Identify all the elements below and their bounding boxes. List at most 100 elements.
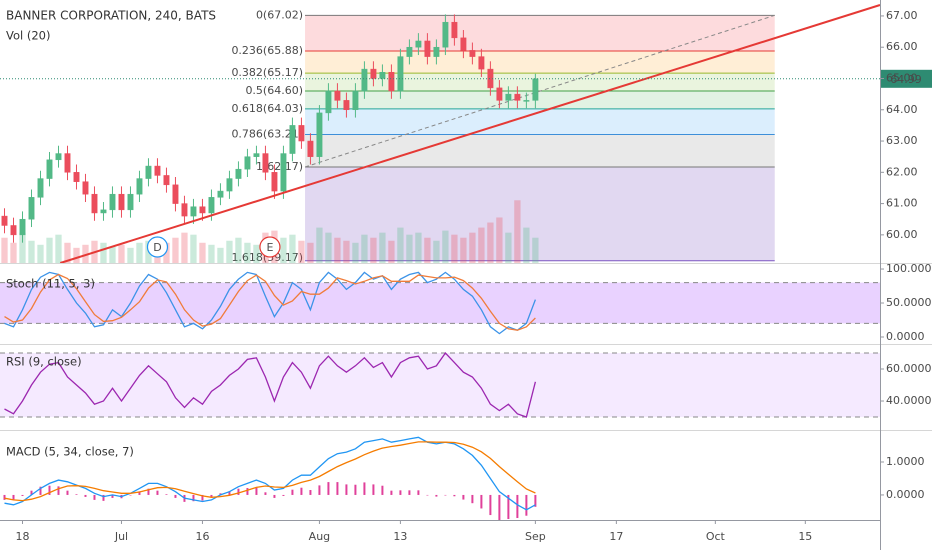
indicator-line	[4, 271, 537, 335]
histogram-bar	[273, 494, 276, 498]
y-tick-label: 63.00	[886, 134, 918, 147]
indicator-line	[4, 273, 536, 331]
histogram-bar	[84, 494, 87, 497]
candle-body	[316, 112, 323, 157]
candle-body	[334, 90, 341, 101]
volume-bar	[10, 242, 17, 263]
x-tick-label: Aug	[309, 530, 330, 543]
candle-body	[1, 215, 8, 226]
y-tick-label: 50.0000	[886, 296, 932, 309]
candle-body	[253, 153, 260, 157]
volume-bar	[100, 242, 107, 263]
histogram-bar	[291, 489, 294, 495]
x-tick-label: 18	[15, 530, 29, 543]
fib-label: 0.236(65.88)	[231, 44, 303, 57]
histogram-bar	[147, 488, 150, 495]
candle-body	[379, 71, 386, 79]
candle-body	[64, 153, 71, 173]
candle-body	[145, 165, 152, 179]
candle-body	[100, 209, 107, 214]
histogram-bar	[210, 494, 213, 498]
histogram-bar	[3, 494, 6, 500]
histogram-bar	[525, 494, 528, 516]
fib-band	[305, 91, 775, 109]
y-tick-label: 61.00	[886, 197, 918, 210]
histogram-bar	[534, 494, 537, 507]
fib-label: 0.786(63.21)	[231, 127, 303, 140]
candle-body	[325, 90, 332, 114]
fib-label: 0.382(65.17)	[231, 66, 303, 79]
volume-bar	[433, 240, 440, 263]
candle-body	[163, 175, 170, 186]
event-marker	[259, 236, 281, 258]
x-tick-label: 15	[798, 530, 812, 543]
histogram-bar	[228, 491, 231, 495]
candle-body	[280, 153, 287, 192]
histogram-bar	[363, 482, 366, 495]
volume-bar	[424, 237, 431, 263]
histogram-bar	[39, 486, 42, 495]
histogram-bar	[111, 494, 114, 498]
candle-body	[28, 197, 35, 220]
volume-bar	[208, 244, 215, 263]
pane-title: MACD (5, 34, close, 7)	[6, 445, 134, 459]
candle-body	[496, 87, 503, 101]
histogram-bar	[453, 494, 456, 497]
histogram-bar	[219, 493, 222, 495]
candle-body	[451, 21, 458, 39]
volume-bar	[55, 234, 62, 263]
histogram-bar	[516, 494, 519, 519]
histogram-bar	[435, 494, 438, 497]
x-tick-label: 16	[195, 530, 209, 543]
volume-bar	[406, 234, 413, 263]
histogram-bar	[255, 487, 258, 495]
x-tick-label: 17	[609, 530, 623, 543]
candle-body	[343, 100, 350, 111]
candle-body	[235, 168, 242, 179]
volume-bar	[487, 222, 494, 263]
volume-bar	[361, 234, 368, 263]
candle-body	[154, 165, 161, 176]
volume-bar	[163, 242, 170, 263]
histogram-bar	[237, 488, 240, 495]
volume-bar	[388, 240, 395, 263]
volume-bar	[19, 232, 26, 263]
volume-bar	[64, 242, 71, 263]
fib-band	[305, 15, 775, 51]
fib-band	[305, 134, 775, 167]
candle-body	[55, 153, 62, 161]
fib-label: 0.618(64.03)	[231, 102, 303, 115]
histogram-bar	[399, 490, 402, 495]
histogram-bar	[309, 490, 312, 495]
candle-body	[226, 178, 233, 192]
y-tick-label: 60.00	[886, 228, 918, 241]
candle-body	[532, 78, 539, 101]
event-marker	[146, 236, 169, 258]
volume-bar	[469, 232, 476, 263]
histogram-bar	[327, 482, 330, 495]
histogram-bar	[390, 490, 393, 495]
histogram-bar	[480, 494, 483, 509]
candle-body	[289, 125, 296, 154]
volume-bar	[514, 200, 521, 263]
candle-body	[10, 225, 17, 236]
y-tick-label: 65.00	[886, 71, 918, 84]
histogram-bar	[30, 490, 33, 495]
volume-bar	[235, 237, 242, 263]
chart-subtitle: Vol (20)	[6, 29, 50, 43]
volume-bar	[307, 242, 314, 263]
histogram-bar	[507, 494, 510, 520]
volume-bar	[325, 232, 332, 263]
histogram-bar	[138, 491, 141, 495]
volume-bar	[379, 232, 386, 263]
candle-body	[217, 190, 224, 198]
volume-bar	[37, 244, 44, 263]
histogram-bar	[57, 486, 60, 495]
candle-body	[73, 172, 80, 182]
histogram-bar	[21, 494, 24, 496]
candle-body	[136, 178, 143, 195]
volume-bar	[280, 237, 287, 263]
histogram-bar	[471, 494, 474, 504]
volume-bar	[73, 247, 80, 263]
histogram-bar	[156, 490, 159, 495]
